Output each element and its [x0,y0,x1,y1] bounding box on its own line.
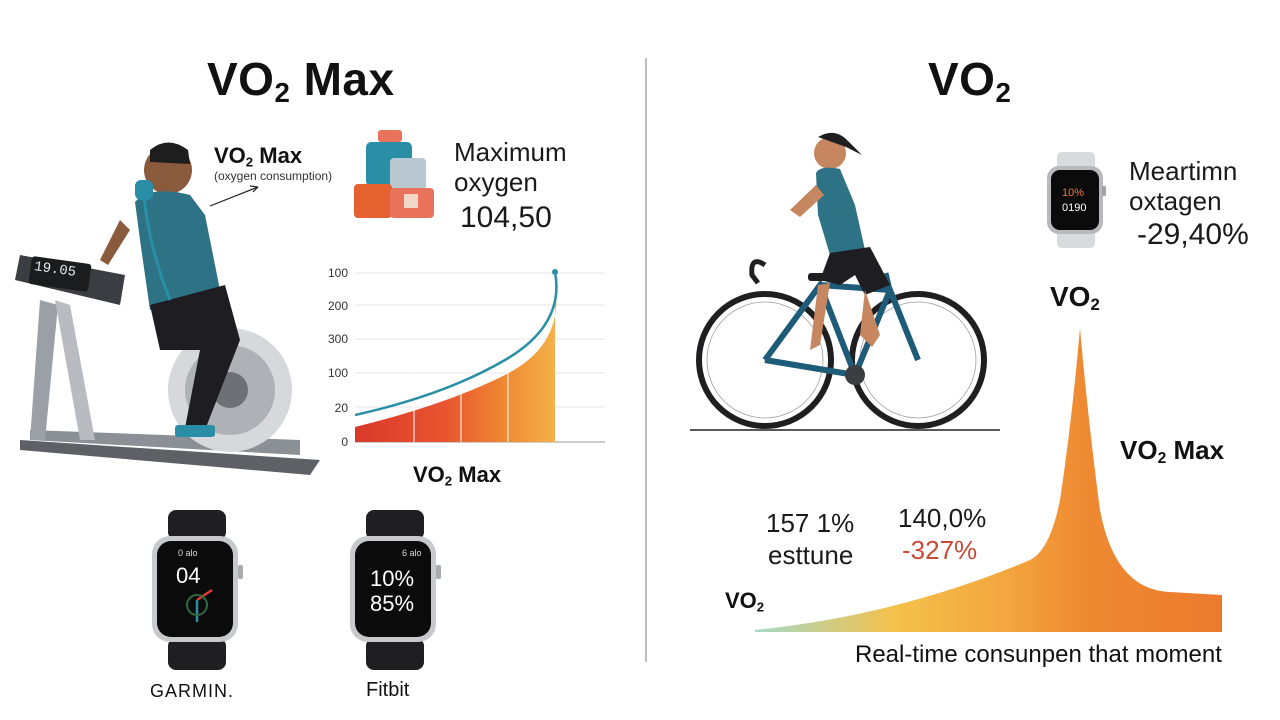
max-oxygen-line2: oxygen [454,167,538,197]
peak-area [755,328,1222,632]
fitbit-watch [350,510,441,670]
person-label-main: VO [214,143,246,168]
vo2-peak-chart [755,328,1222,632]
peak-label: VO2 [1050,281,1100,315]
watch-oxygen-label: Meartimn oxtagen -29,40% [1129,156,1249,250]
stat-2-line1: 140,0% [898,503,987,533]
tick-label: 200 [327,299,348,313]
stat-2: 140,0% -327% [898,503,986,565]
elliptical-base [20,440,320,475]
right-max-label: VO2 Max [1120,435,1224,468]
vo2-area-chart [355,269,605,443]
left-title-rest: Max [290,53,395,105]
tick-label: 100 [327,266,348,280]
chart-xlabel-main: VO [413,462,445,487]
stat-1-line1: 157 1% [766,508,855,538]
garmin-brand-label: GARMIN. [150,681,235,701]
left-title-main: VO [207,53,275,105]
max-oxygen-label: Maximum oxygen 104,50 [454,137,567,233]
trend-end-point [552,269,558,275]
rear-wheel [696,291,834,429]
max-oxygen-value: 104,50 [460,201,552,234]
stat-1-line2: esttune [768,540,854,570]
base-label-sub: 2 [756,599,765,615]
trend-line [355,271,558,417]
fitbit-brand-label: Fitbit [366,679,410,701]
fitbit-screen-line2: 85% [370,591,415,616]
right-caption: Real-time consunpen that moment [855,641,1222,668]
elliptical-illustration [15,142,320,475]
person-legs [150,285,240,430]
right-max-main: VO [1120,435,1158,465]
base-label: VO2 [725,588,764,614]
garmin-watch [152,510,243,670]
fitbit-screen-top: 6 alo [402,548,422,558]
fitbit-screen-line1: 10% [370,566,415,591]
person-label-sub: 2 [245,154,254,170]
person-label-rest: Max [253,143,303,168]
watch-oxygen-value: -29,40% [1137,218,1249,251]
tick-label: 100 [327,366,348,380]
right-title-main: VO [928,53,996,105]
peak-label-main: VO [1050,281,1091,312]
chart-tick-labels: 100 200 300 100 20 0 [326,265,356,450]
stat-2-line2: -327% [902,535,978,565]
smartwatch-screen-line1: 10% [1062,187,1085,199]
cyclist-head [814,137,846,169]
tick-label: 300 [327,332,348,346]
tick-label: 20 [334,401,348,415]
smartwatch-right [1047,152,1106,248]
chart-xlabel-sub: 2 [444,473,453,489]
cyclist-top [816,167,865,255]
stat-1: 157 1% esttune [766,508,854,570]
oxygen-tanks-icon [354,130,434,218]
left-title-sub: 2 [274,76,291,108]
garmin-screen-top: 0 alo [178,548,198,558]
peak-label-sub: 2 [1090,295,1100,315]
person-label: VO2 Max (oxygen consumption) [214,143,332,183]
oxygen-mask [135,180,153,200]
max-oxygen-line1: Maximum [454,137,567,167]
right-max-rest: Max [1166,435,1225,465]
label-arrow [209,186,259,207]
right-max-sub: 2 [1157,449,1167,467]
left-title: VO2 Max [207,52,395,109]
garmin-screen-main: 04 [176,563,201,588]
chart-xlabel: VO2 Max [413,462,501,488]
area-fill [355,283,557,442]
base-label-main: VO [725,588,757,613]
chart-xlabel-rest: Max [452,462,502,487]
watch-oxygen-line2: oxtagen [1129,186,1222,216]
person-label-caption: (oxygen consumption) [214,169,333,184]
person-top [135,191,220,310]
watch-oxygen-line1: Meartimn [1129,156,1238,186]
tick-label: 0 [341,435,348,449]
cyclist-illustration [690,132,1000,431]
cyclist-shorts [820,247,890,295]
right-title: VO2 [928,52,1011,109]
panel-divider [645,58,647,662]
smartwatch-screen-line2: 0190 [1062,202,1087,214]
right-title-sub: 2 [995,76,1012,108]
